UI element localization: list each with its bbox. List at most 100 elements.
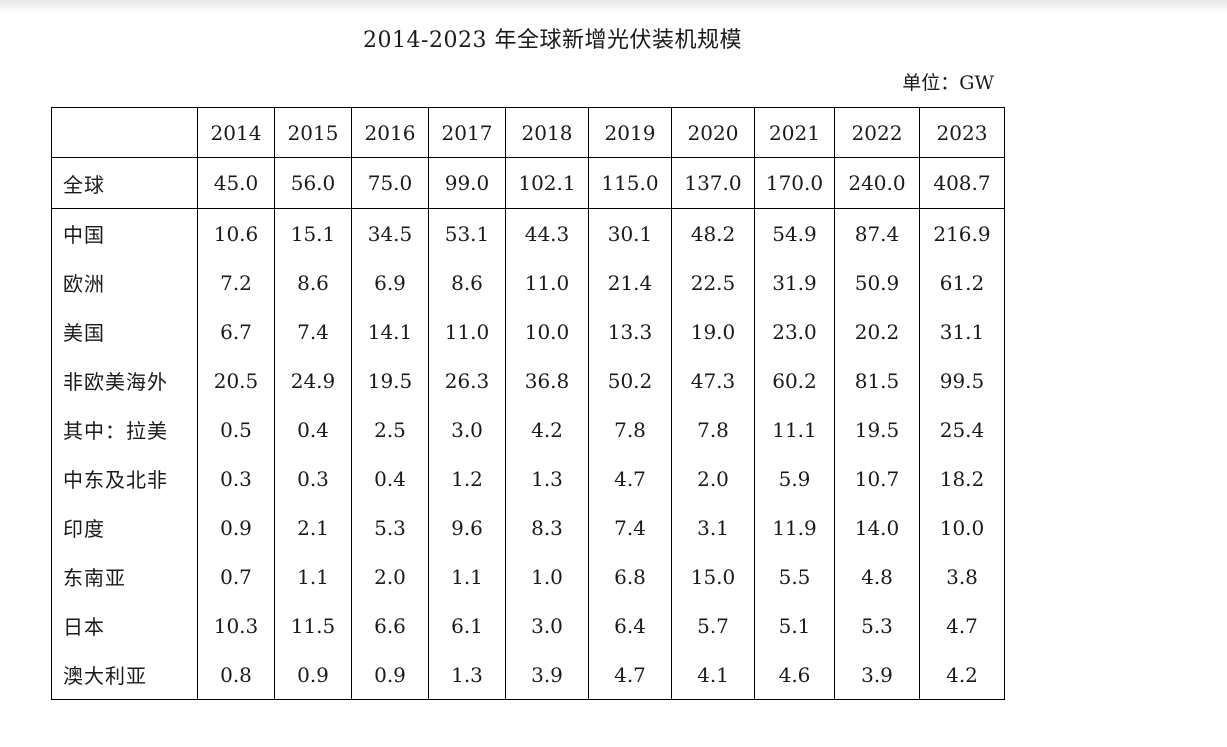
- value-cell: 99.5: [919, 356, 1005, 405]
- value-cell: 81.5: [834, 356, 920, 405]
- value-cell: 13.3: [588, 307, 672, 356]
- value-cell: 5.5: [754, 552, 835, 601]
- value-cell: 1.1: [274, 552, 352, 601]
- corner-cell: [51, 107, 198, 158]
- region-name-cell: 澳大利亚: [51, 650, 198, 700]
- value-cell: 44.3: [505, 208, 589, 258]
- value-cell: 5.1: [754, 601, 835, 650]
- value-cell: 31.9: [754, 258, 835, 307]
- value-cell: 0.9: [274, 650, 352, 700]
- value-cell: 31.1: [919, 307, 1005, 356]
- value-cell: 5.7: [671, 601, 755, 650]
- region-name-cell: 美国: [51, 307, 198, 356]
- value-cell: 408.7: [919, 157, 1005, 209]
- value-cell: 9.6: [428, 503, 506, 552]
- value-cell: 6.1: [428, 601, 506, 650]
- value-cell: 4.2: [505, 405, 589, 454]
- table-row: 美国 6.7 7.4 14.1 11.0 10.0 13.3 19.0 23.0 20.2 31.1: [51, 307, 1005, 356]
- value-cell: 4.8: [834, 552, 920, 601]
- year-header: 2023: [919, 107, 1005, 158]
- value-cell: 7.2: [197, 258, 275, 307]
- value-cell: 19.5: [834, 405, 920, 454]
- value-cell: 6.6: [351, 601, 429, 650]
- value-cell: 240.0: [834, 157, 920, 209]
- value-cell: 75.0: [351, 157, 429, 209]
- year-header: 2015: [274, 107, 352, 158]
- value-cell: 4.7: [588, 650, 672, 700]
- table-row: 欧洲 7.2 8.6 6.9 8.6 11.0 21.4 22.5 31.9 50.9 61.2: [51, 258, 1005, 307]
- value-cell: 30.1: [588, 208, 672, 258]
- value-cell: 7.4: [274, 307, 352, 356]
- value-cell: 2.5: [351, 405, 429, 454]
- value-cell: 102.1: [505, 157, 589, 209]
- region-name-cell: 日本: [51, 601, 198, 650]
- value-cell: 0.4: [351, 454, 429, 503]
- value-cell: 4.2: [919, 650, 1005, 700]
- table-row: 全球 45.0 56.0 75.0 99.0 102.1 115.0 137.0 170.0 24…: [51, 157, 1005, 209]
- value-cell: 11.9: [754, 503, 835, 552]
- value-cell: 115.0: [588, 157, 672, 209]
- year-header: 2014: [197, 107, 275, 158]
- value-cell: 6.7: [197, 307, 275, 356]
- value-cell: 47.3: [671, 356, 755, 405]
- value-cell: 5.3: [834, 601, 920, 650]
- value-cell: 170.0: [754, 157, 835, 209]
- table-row: 印度 0.9 2.1 5.3 9.6 8.3 7.4 3.1 11.9 14.0 10.0: [51, 503, 1005, 552]
- value-cell: 87.4: [834, 208, 920, 258]
- value-cell: 6.4: [588, 601, 672, 650]
- value-cell: 15.0: [671, 552, 755, 601]
- value-cell: 1.3: [505, 454, 589, 503]
- value-cell: 21.4: [588, 258, 672, 307]
- value-cell: 19.0: [671, 307, 755, 356]
- value-cell: 10.3: [197, 601, 275, 650]
- value-cell: 45.0: [197, 157, 275, 209]
- value-cell: 2.0: [671, 454, 755, 503]
- value-cell: 50.2: [588, 356, 672, 405]
- value-cell: 3.1: [671, 503, 755, 552]
- value-cell: 25.4: [919, 405, 1005, 454]
- value-cell: 3.0: [505, 601, 589, 650]
- year-header: 2018: [505, 107, 589, 158]
- year-header: 2017: [428, 107, 506, 158]
- value-cell: 56.0: [274, 157, 352, 209]
- value-cell: 24.9: [274, 356, 352, 405]
- region-name-cell: 欧洲: [51, 258, 198, 307]
- value-cell: 7.8: [588, 405, 672, 454]
- value-cell: 0.9: [351, 650, 429, 700]
- value-cell: 6.8: [588, 552, 672, 601]
- header-row: 2014 2015 2016 2017 2018 2019 2020 2021 …: [51, 107, 1005, 158]
- value-cell: 3.0: [428, 405, 506, 454]
- value-cell: 48.2: [671, 208, 755, 258]
- value-cell: 216.9: [919, 208, 1005, 258]
- table-row: 其中：拉美 0.5 0.4 2.5 3.0 4.2 7.8 7.8 11.1 19.5 25.4: [51, 405, 1005, 454]
- table-title: 2014-2023 年全球新增光伏装机规模: [363, 28, 742, 53]
- year-header: 2019: [588, 107, 672, 158]
- value-cell: 10.7: [834, 454, 920, 503]
- value-cell: 137.0: [671, 157, 755, 209]
- value-cell: 8.3: [505, 503, 589, 552]
- value-cell: 15.1: [274, 208, 352, 258]
- value-cell: 23.0: [754, 307, 835, 356]
- value-cell: 1.1: [428, 552, 506, 601]
- table-row: 中东及北非 0.3 0.3 0.4 1.2 1.3 4.7 2.0 5.9 10.7 18.2: [51, 454, 1005, 503]
- value-cell: 26.3: [428, 356, 506, 405]
- value-cell: 11.0: [505, 258, 589, 307]
- value-cell: 1.0: [505, 552, 589, 601]
- year-header: 2016: [351, 107, 429, 158]
- value-cell: 18.2: [919, 454, 1005, 503]
- value-cell: 14.0: [834, 503, 920, 552]
- value-cell: 5.3: [351, 503, 429, 552]
- value-cell: 8.6: [428, 258, 506, 307]
- value-cell: 22.5: [671, 258, 755, 307]
- value-cell: 60.2: [754, 356, 835, 405]
- value-cell: 4.6: [754, 650, 835, 700]
- table-row: 日本 10.3 11.5 6.6 6.1 3.0 6.4 5.7 5.1 5.3 4.7: [51, 601, 1005, 650]
- value-cell: 34.5: [351, 208, 429, 258]
- value-cell: 8.6: [274, 258, 352, 307]
- value-cell: 14.1: [351, 307, 429, 356]
- value-cell: 3.8: [919, 552, 1005, 601]
- table-row: 澳大利亚 0.8 0.9 0.9 1.3 3.9 4.7 4.1 4.6 3.9 4.2: [51, 650, 1005, 700]
- year-header: 2020: [671, 107, 755, 158]
- value-cell: 20.2: [834, 307, 920, 356]
- value-cell: 2.1: [274, 503, 352, 552]
